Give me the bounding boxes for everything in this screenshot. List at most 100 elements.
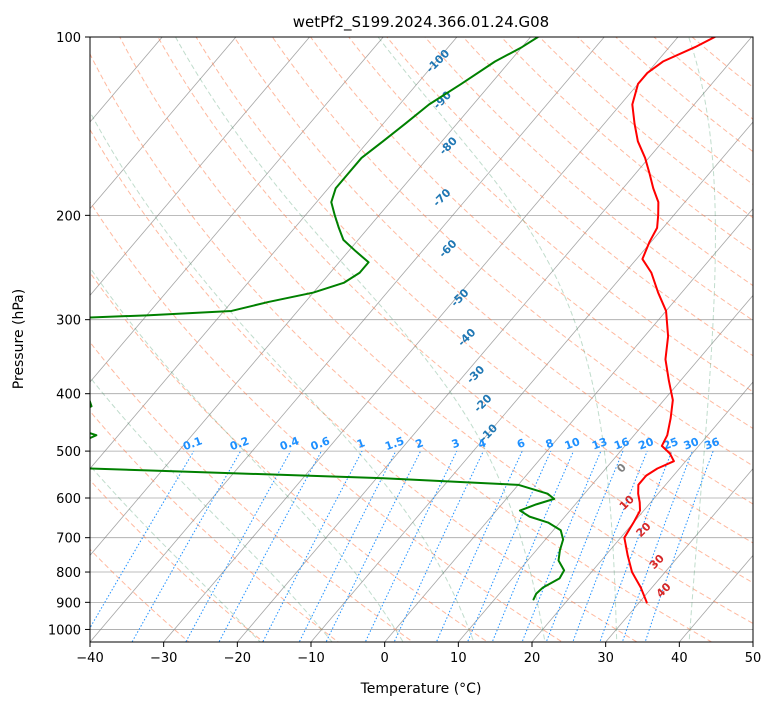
dry-adiabat-line [271,37,753,467]
dry-adiabat-line [424,37,753,321]
isotherm-line [678,554,753,642]
y-tick-label: 200 [56,209,81,224]
x-tick-label: −20 [224,651,251,666]
x-tick-label: −40 [76,651,103,666]
y-tick-label: 500 [56,445,81,460]
dry-adiabat-line [90,53,713,642]
mixing-ratio-line [545,450,624,642]
mixing-ratio-label: 25 [661,435,680,452]
mixing-ratio-line [325,450,422,642]
dry-adiabat-label: -60 [436,237,459,260]
background-lines [90,37,775,655]
moist-adiabat-line [760,37,775,655]
mixing-ratio-labels: 0.1 0.2 0.4 0.6 1 1.5 2 3 4 6 8 10 13 16 20 25 30 36 [181,434,721,453]
mixing-ratio-label: 36 [703,435,722,453]
mixing-ratio-line [644,450,714,642]
dry-adiabat-line [90,128,638,642]
dry-adiabat-line [90,271,489,642]
mixing-ratio-line [466,450,552,642]
isotherm-line [90,37,237,210]
isotherm-line [90,37,605,642]
isotherm-line [457,294,753,642]
mixing-ratio-label: 16 [612,435,631,453]
mixing-ratio-label: 4 [476,436,488,451]
dry-adiabat-line [90,479,265,642]
y-tick-label: 800 [56,566,81,581]
mixing-ratio-line [131,450,242,642]
dry-adiabat-line [157,37,753,584]
dewpoint-line [90,37,566,601]
mixing-ratio-line [90,450,195,629]
moist-adiabat-line [175,37,546,642]
mixing-ratio-label: 13 [590,435,609,452]
y-tick-label: 300 [56,314,81,329]
dry-adiabat-label: -70 [430,186,453,209]
mixing-ratio-label: 8 [544,436,556,451]
zero-label: 0 [614,461,629,476]
dry-adiabat-line [309,37,753,430]
dry-adiabat-line [348,37,753,393]
moist-adiabat-label: 20 [634,520,654,540]
profile-lines [90,37,716,604]
isotherm-line [90,37,384,383]
x-axis: −40 −30 −20 −10 0 10 20 30 40 50 [76,642,761,666]
x-tick-label: 10 [450,651,467,666]
chart-title: wetPf2_S199.2024.366.01.24.G08 [293,13,549,32]
mixing-ratio-line [262,450,363,642]
isotherm-line [90,37,532,556]
y-tick-label: 100 [56,31,81,46]
mixing-ratio-line [572,450,648,642]
mixing-ratio-line [521,450,602,642]
x-axis-label: Temperature (°C) [360,681,482,697]
y-axis-label: Pressure (hPa) [11,289,27,389]
mixing-ratio-line [185,450,292,642]
dry-adiabat-line [90,548,190,642]
isotherm-line [90,37,311,296]
y-tick-label: 700 [56,532,81,547]
mixing-ratio-label: 10 [563,435,582,453]
y-tick-label: 1000 [48,623,81,638]
y-axis: 100 200 300 400 500 600 700 800 900 1000 [48,31,90,638]
x-tick-label: −10 [297,651,324,666]
mixing-ratio-line [393,450,484,642]
dry-adiabat-label: -50 [448,286,471,309]
dry-adiabat-line [90,341,414,642]
plot-frame [89,36,754,643]
dry-adiabat-line [691,37,753,88]
dry-adiabat-line [233,37,753,505]
moist-adiabat-line [377,37,618,642]
dry-adiabat-label: -40 [455,326,478,349]
dry-adiabat-line [462,37,753,287]
mixing-ratio-label: 2 [414,436,426,451]
mixing-ratio-label: 0.2 [228,434,251,453]
mixing-ratio-label: 1.5 [383,434,406,453]
isotherm-line [752,641,753,642]
isotherm-line [90,37,458,470]
isotherm-line [531,381,753,642]
mixing-ratio-label: 0.4 [278,434,301,453]
moist-adiabat-label: 30 [647,552,667,572]
isotherm-line [310,121,753,642]
mixing-ratio-label: 1 [355,436,367,451]
y-tick-label: 400 [56,388,81,403]
moist-adiabat-label: 40 [654,580,674,600]
temperature-line [623,37,716,604]
x-tick-label: 30 [597,651,614,666]
x-tick-label: 0 [381,651,389,666]
dry-adiabat-line [576,37,753,185]
isotherm-line [384,208,753,642]
dry-adiabat-label: -80 [437,134,460,157]
x-tick-label: −30 [150,651,177,666]
mixing-ratio-label: 0.1 [181,434,204,453]
isotherm-line [163,37,679,642]
mixing-ratio-label: 3 [450,436,462,451]
dry-adiabat-line [90,410,340,642]
mixing-ratio-label: 0.6 [309,434,332,453]
mixing-ratio-line [298,450,397,642]
dry-adiabat-label: -30 [464,363,487,386]
y-tick-label: 600 [56,492,81,507]
x-tick-label: 40 [671,651,688,666]
moist-adiabat-line [688,37,716,642]
isotherm-line [236,37,753,642]
